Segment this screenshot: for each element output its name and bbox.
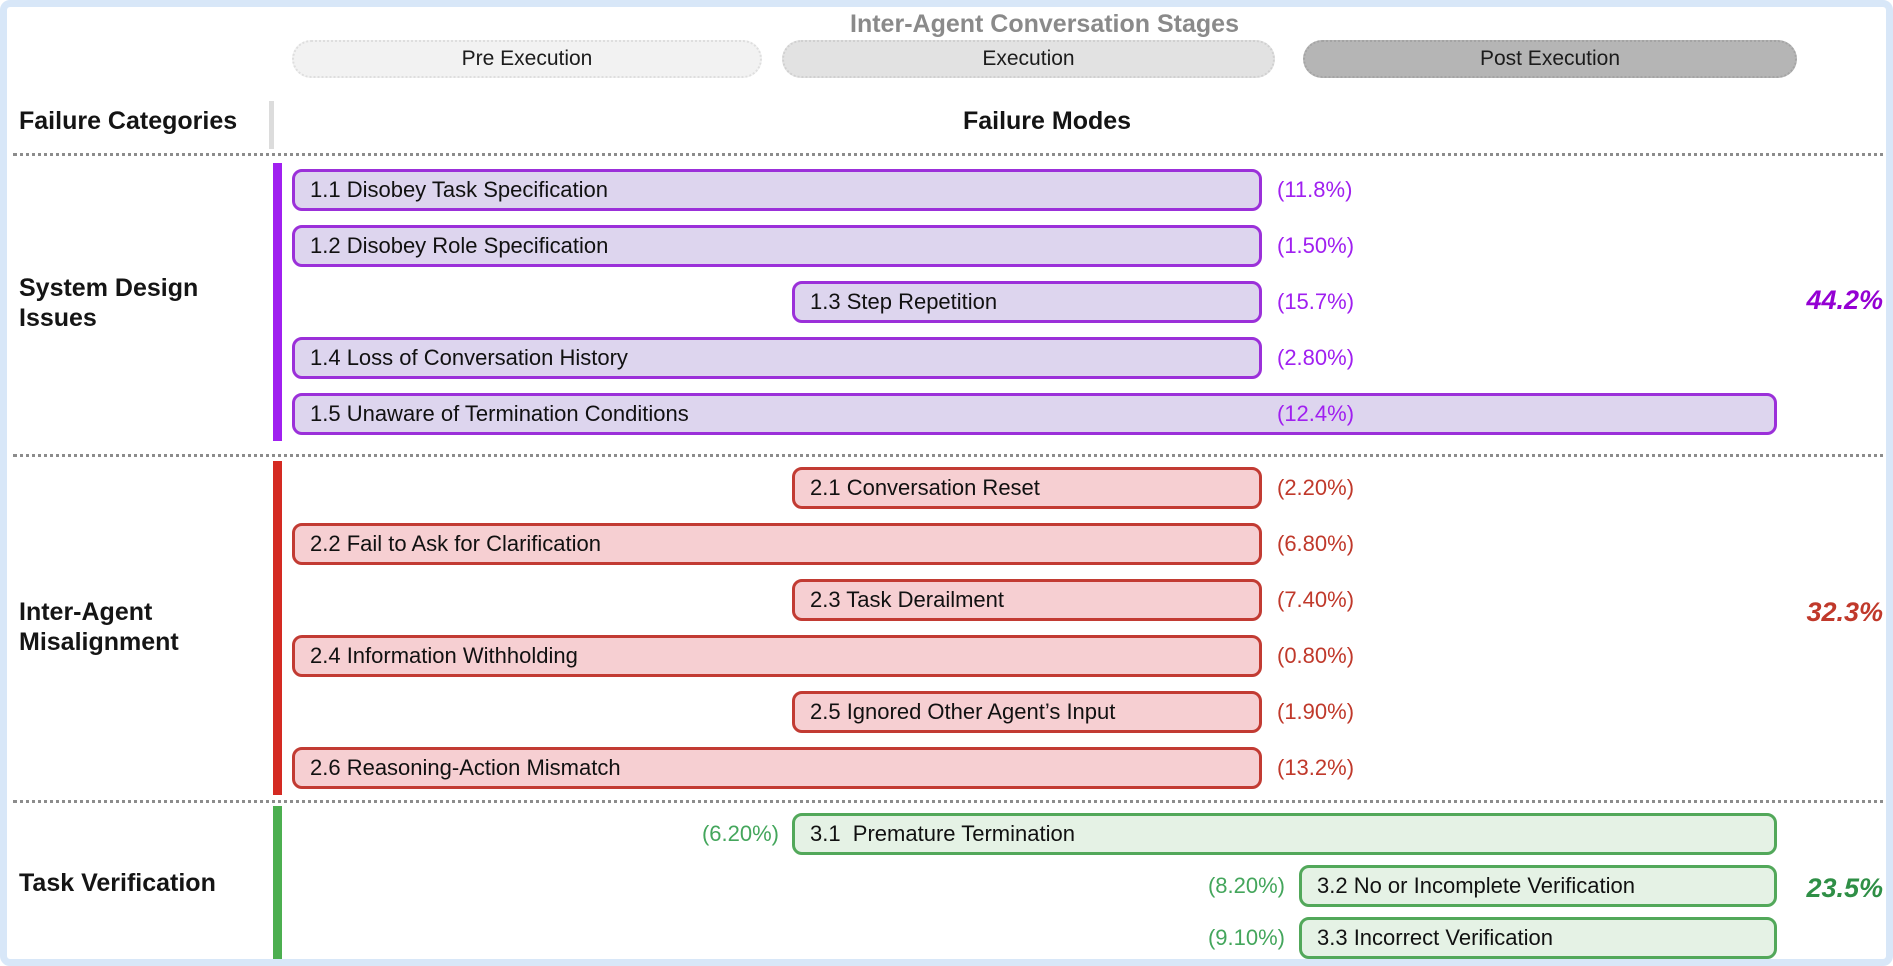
mode-label-1-1: 1.1 Disobey Task Specification xyxy=(310,177,608,202)
mode-label-2-6: 2.6 Reasoning-Action Mismatch xyxy=(310,755,621,780)
mode-pct-2-2: (6.80%) xyxy=(1277,531,1355,556)
mode-label-3-2: 3.2 No or Incomplete Verification xyxy=(1317,873,1635,898)
mode-pct-2-5: (1.90%) xyxy=(1277,699,1355,724)
mode-bar-1-3: 1.3 Step Repetition xyxy=(792,281,1262,323)
mode-bar-2-1: 2.1 Conversation Reset xyxy=(792,467,1262,509)
separator-line-2 xyxy=(13,454,1886,457)
mode-bar-3-3: 3.3 Incorrect Verification xyxy=(1299,917,1777,959)
mode-bar-2-2: 2.2 Fail to Ask for Clarification xyxy=(292,523,1262,565)
mode-label-1-3: 1.3 Step Repetition xyxy=(810,289,998,314)
mode-label-2-1: 2.1 Conversation Reset xyxy=(810,475,1040,500)
mode-bar-2-5: 2.5 Ignored Other Agent’s Input xyxy=(792,691,1262,733)
mode-bar-1-4: 1.4 Loss of Conversation History xyxy=(292,337,1262,379)
stages-title: Inter-Agent Conversation Stages xyxy=(850,10,1239,38)
mode-pct-3-2: (8.20%) xyxy=(1207,873,1285,898)
mode-pct-1-3: (15.7%) xyxy=(1277,289,1355,314)
mode-label-2-4: 2.4 Information Withholding xyxy=(310,643,578,668)
mode-bar-2-4: 2.4 Information Withholding xyxy=(292,635,1262,677)
mode-pct-1-5: (12.4%) xyxy=(1277,401,1355,426)
separator-line-3 xyxy=(13,800,1886,803)
category-accent-bar-1 xyxy=(273,163,282,441)
mode-label-3-3: 3.3 Incorrect Verification xyxy=(1317,925,1554,950)
mode-label-1-5: 1.5 Unaware of Termination Conditions xyxy=(310,401,689,426)
mode-bar-2-6: 2.6 Reasoning-Action Mismatch xyxy=(292,747,1262,789)
mode-label-1-2: 1.2 Disobey Role Specification xyxy=(310,233,609,258)
category-label-system-design-issues: System Design Issues xyxy=(19,273,199,333)
category-accent-bar-2 xyxy=(273,461,282,795)
mode-bar-1-1: 1.1 Disobey Task Specification xyxy=(292,169,1262,211)
mode-label-2-2: 2.2 Fail to Ask for Clarification xyxy=(310,531,602,556)
mode-pct-2-6: (13.2%) xyxy=(1277,755,1355,780)
mode-bar-1-2: 1.2 Disobey Role Specification xyxy=(292,225,1262,267)
mode-label-2-5: 2.5 Ignored Other Agent’s Input xyxy=(810,699,1116,724)
category-label-inter-agent-misalignment: Inter-Agent Misalignment xyxy=(19,597,179,657)
mode-label-2-3: 2.3 Task Derailment xyxy=(810,587,1005,612)
category-accent-bar-3 xyxy=(273,806,282,959)
mode-pct-2-3: (7.40%) xyxy=(1277,587,1355,612)
category-total-3: 23.5% xyxy=(1806,873,1883,903)
mode-pct-1-4: (2.80%) xyxy=(1277,345,1355,370)
stage-pill-pre-execution: Pre Execution xyxy=(292,40,762,78)
failure-modes-header: Failure Modes xyxy=(962,106,1132,135)
stage-pill-execution: Execution xyxy=(782,40,1275,78)
mode-label-1-4: 1.4 Loss of Conversation History xyxy=(310,345,628,370)
mode-pct-3-3: (9.10%) xyxy=(1207,925,1285,950)
category-total-2: 32.3% xyxy=(1806,597,1883,627)
stage-pill-post-execution: Post Execution xyxy=(1303,40,1797,78)
category-total-1: 44.2% xyxy=(1806,285,1883,315)
mode-bar-3-1: 3.1 Premature Termination xyxy=(792,813,1777,855)
mode-pct-3-1: (6.20%) xyxy=(701,821,779,846)
mode-pct-2-1: (2.20%) xyxy=(1277,475,1355,500)
mode-label-3-1: 3.1 Premature Termination xyxy=(810,821,1075,846)
separator-line-1 xyxy=(13,153,1886,156)
failure-categories-header: Failure Categories xyxy=(19,106,238,135)
mode-bar-1-5: 1.5 Unaware of Termination Conditions (1… xyxy=(292,393,1777,435)
header-divider xyxy=(269,101,274,149)
mode-bar-2-3: 2.3 Task Derailment xyxy=(792,579,1262,621)
mode-pct-1-2: (1.50%) xyxy=(1277,233,1355,258)
mode-pct-2-4: (0.80%) xyxy=(1277,643,1355,668)
mode-bar-3-2: 3.2 No or Incomplete Verification xyxy=(1299,865,1777,907)
category-label-task-verification: Task Verification xyxy=(19,868,216,897)
mode-pct-1-1: (11.8%) xyxy=(1277,177,1353,202)
